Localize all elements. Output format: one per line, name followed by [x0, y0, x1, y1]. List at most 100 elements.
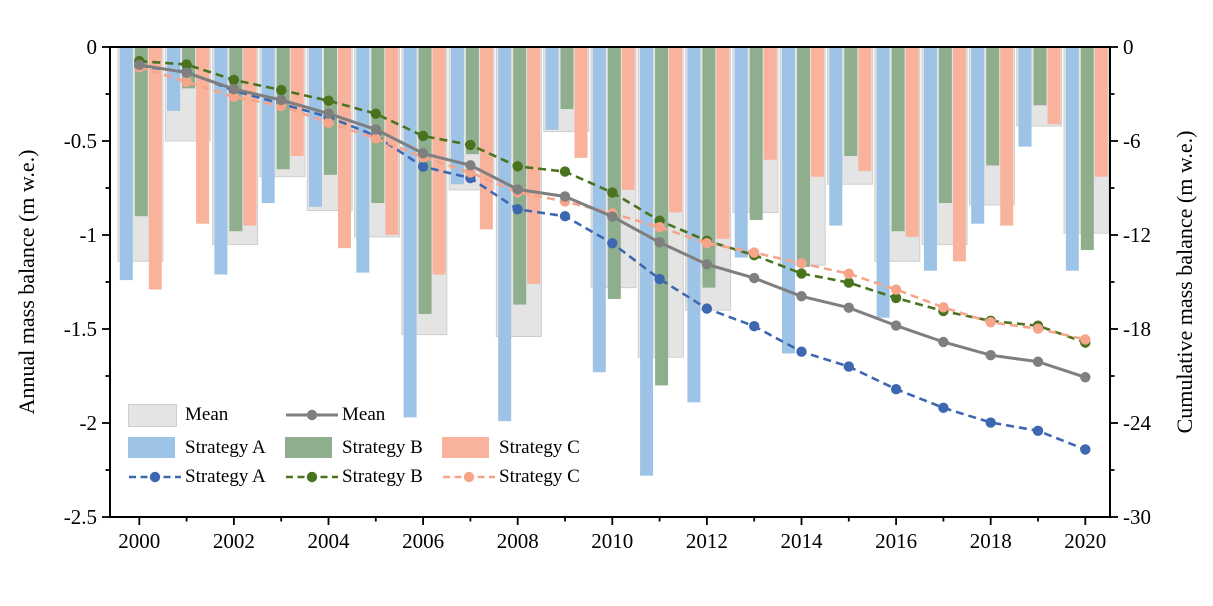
- marker-b-2009: [559, 166, 571, 177]
- marker-b-2006: [417, 130, 429, 142]
- marker-mean-2000: [134, 59, 145, 71]
- marker-a-2019: [1032, 425, 1044, 437]
- marker-b-2001: [181, 59, 192, 70]
- bar-c-2000: [148, 47, 162, 290]
- marker-mean-2008: [512, 184, 523, 195]
- marker-mean-2012: [701, 259, 713, 270]
- marker-a-2018: [985, 417, 996, 428]
- bar-a-2003: [261, 47, 275, 204]
- left-axis-tick-label: -2.5: [64, 505, 97, 529]
- legend-row-strategy-lines: Strategy A Strategy B Strategy C: [128, 466, 688, 490]
- x-axis-tick-label: 2004: [308, 529, 351, 553]
- bar-c-2006: [432, 47, 446, 275]
- bar-b-2016: [891, 47, 905, 232]
- marker-c-2013: [749, 247, 760, 258]
- marker-mean-2019: [1032, 356, 1044, 367]
- legend-strategy-c-line-label: Strategy C: [499, 466, 580, 487]
- legend-mean-line-sample: [285, 404, 339, 426]
- bar-b-2015: [844, 47, 858, 157]
- legend-strategy-a-line-sample: [128, 466, 182, 488]
- bar-b-2008: [513, 47, 527, 305]
- marker-mean-2020: [1080, 372, 1091, 383]
- legend-strategy-a-bar-label: Strategy A: [185, 437, 266, 458]
- bar-b-2000: [134, 47, 148, 217]
- bar-c-2012: [716, 47, 730, 239]
- marker-b-2016: [890, 292, 902, 304]
- legend-strategy-c-line-sample: [442, 466, 496, 488]
- x-axis-tick-label: 2002: [213, 529, 255, 553]
- marker-c-2020: [1080, 334, 1091, 345]
- marker-b-2007: [465, 139, 476, 151]
- legend-row-mean: Mean Mean: [128, 404, 688, 428]
- right-axis-tick-label: -30: [1123, 505, 1151, 529]
- bar-c-2020: [1094, 47, 1108, 177]
- marker-mean-2006: [417, 148, 429, 159]
- marker-c-2014: [796, 258, 807, 269]
- left-axis-tick-label: 0: [87, 35, 98, 59]
- marker-mean-2018: [985, 349, 996, 361]
- bar-a-2006: [403, 47, 417, 418]
- marker-a-2016: [890, 383, 902, 395]
- bar-c-2009: [574, 47, 588, 158]
- x-axis-tick-label: 2012: [686, 529, 728, 553]
- marker-mean-2010: [607, 211, 618, 222]
- x-axis-tick-label: 2000: [118, 529, 160, 553]
- bar-c-2016: [905, 47, 919, 237]
- bar-c-2007: [479, 47, 493, 230]
- marker-mean-2007: [465, 160, 476, 171]
- legend-strategy-c-bar-swatch: [442, 437, 489, 458]
- legend-strategy-b-line-sample: [285, 466, 339, 488]
- marker-b-2015: [843, 277, 854, 288]
- right-axis-tick-label: -18: [1123, 317, 1151, 341]
- bar-a-2019: [1018, 47, 1032, 147]
- marker-a-2012: [701, 303, 713, 314]
- bar-c-2018: [1000, 47, 1014, 226]
- line-mean: [134, 59, 1091, 383]
- legend-row-strategy-bars: Strategy A Strategy B Strategy C: [128, 437, 688, 461]
- x-axis-tick-label: 2008: [497, 529, 539, 553]
- marker-mean-2016: [890, 320, 902, 331]
- bar-b-2002: [229, 47, 243, 232]
- bar-a-2012: [687, 47, 701, 403]
- bar-c-2017: [952, 47, 966, 262]
- bar-a-2020: [1065, 47, 1079, 271]
- bars-strategy-c: [148, 47, 1108, 290]
- legend-strategy-b-bar-swatch: [285, 437, 332, 458]
- right-axis-tick-label: -24: [1123, 411, 1151, 435]
- bar-a-2013: [734, 47, 748, 258]
- bars-strategy-a: [119, 47, 1079, 476]
- marker-c-2015: [843, 268, 854, 279]
- left-axis-title: Annual mass balance (m w.e.): [14, 149, 39, 415]
- bar-a-2002: [214, 47, 228, 275]
- marker-c-2012: [701, 237, 713, 249]
- bar-a-2018: [971, 47, 985, 224]
- right-axis-tick-label: -12: [1123, 223, 1151, 247]
- marker-a-2006: [417, 161, 429, 172]
- bar-a-2014: [782, 47, 795, 354]
- marker-a-2011: [654, 273, 665, 285]
- bar-a-2004: [309, 47, 322, 207]
- left-axis-tick-label: -1: [80, 223, 98, 247]
- marker-c-2007: [465, 167, 476, 178]
- bar-c-2005: [385, 47, 399, 235]
- bar-b-2019: [1033, 47, 1047, 106]
- legend-mean-bar-swatch: [128, 404, 177, 427]
- marker-c-2004: [323, 117, 334, 128]
- bar-c-2010: [621, 47, 635, 190]
- legend-strategy-a-line-label: Strategy A: [185, 466, 266, 487]
- marker-mean-2004: [323, 108, 334, 119]
- marker-mean-2001: [181, 67, 192, 78]
- marker-b-2002: [228, 74, 240, 86]
- bar-b-2007: [465, 47, 479, 155]
- bar-a-2015: [829, 47, 843, 226]
- bar-a-2008: [498, 47, 512, 422]
- bar-c-2019: [1047, 47, 1061, 125]
- bar-c-2003: [290, 47, 304, 157]
- marker-a-2008: [512, 204, 523, 215]
- bar-a-2017: [923, 47, 937, 271]
- bar-b-2006: [418, 47, 432, 314]
- bar-a-2016: [876, 47, 890, 318]
- bar-b-2020: [1080, 47, 1094, 251]
